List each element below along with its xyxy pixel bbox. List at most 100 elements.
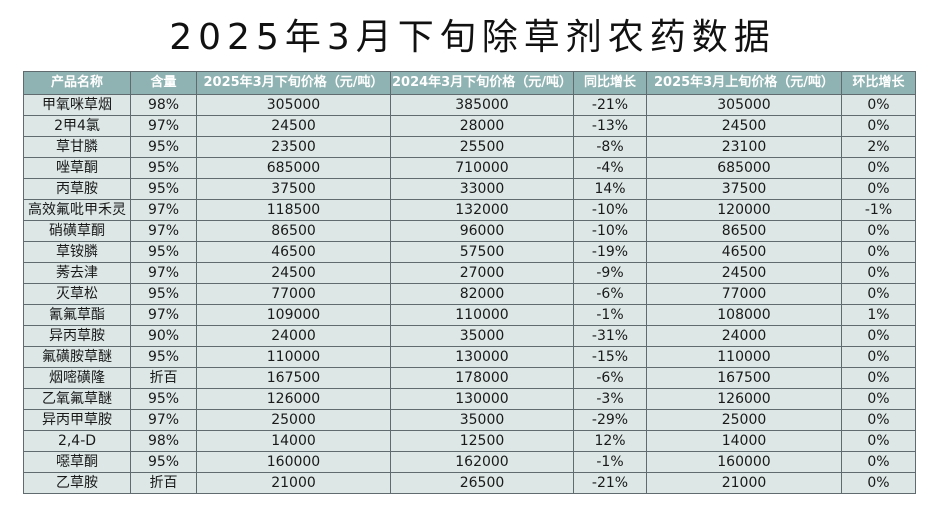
cell-price-2025-late-march: 126000 [196, 388, 391, 410]
cell-price-2024-late-march: 28000 [390, 115, 574, 137]
header-product-name: 产品名称 [23, 71, 131, 95]
cell-product-name: 甲氧咪草烟 [23, 94, 131, 116]
header-mom-growth: 环比增长 [841, 71, 916, 95]
cell-price-2025-late-march: 14000 [196, 430, 391, 452]
cell-price-2025-early-march: 21000 [646, 472, 842, 494]
cell-mom-growth: 1% [841, 304, 916, 326]
cell-price-2025-late-march: 24500 [196, 115, 391, 137]
cell-price-2025-late-march: 110000 [196, 346, 391, 368]
cell-product-name: 氰氟草酯 [23, 304, 131, 326]
table-row: 氰氟草酯 97% 109000 110000 -1% 108000 1% [23, 304, 916, 326]
cell-yoy-growth: -8% [573, 136, 647, 158]
page-title: 2025年3月下旬除草剂农药数据 [169, 17, 776, 58]
table-row: 甲氧咪草烟 98% 305000 385000 -21% 305000 0% [23, 94, 916, 116]
cell-mom-growth: 2% [841, 136, 916, 158]
cell-product-name: 2甲4氯 [23, 115, 131, 137]
cell-mom-growth: 0% [841, 241, 916, 263]
cell-yoy-growth: -1% [573, 304, 647, 326]
cell-price-2025-early-march: 685000 [646, 157, 842, 179]
table-row: 异丙甲草胺 97% 25000 35000 -29% 25000 0% [23, 409, 916, 431]
header-price-2024-late-march: 2024年3月下旬价格（元/吨） [390, 71, 574, 95]
cell-price-2024-late-march: 57500 [390, 241, 574, 263]
cell-price-2025-early-march: 46500 [646, 241, 842, 263]
cell-price-2025-early-march: 14000 [646, 430, 842, 452]
cell-price-2025-early-march: 25000 [646, 409, 842, 431]
cell-content: 95% [130, 241, 197, 263]
cell-content: 97% [130, 409, 197, 431]
cell-yoy-growth: 14% [573, 178, 647, 200]
cell-price-2025-late-march: 24000 [196, 325, 391, 347]
cell-content: 98% [130, 94, 197, 116]
cell-price-2025-late-march: 23500 [196, 136, 391, 158]
cell-price-2024-late-march: 132000 [390, 199, 574, 221]
cell-yoy-growth: -6% [573, 367, 647, 389]
cell-mom-growth: 0% [841, 220, 916, 242]
table-row: 草铵膦 95% 46500 57500 -19% 46500 0% [23, 241, 916, 263]
cell-price-2024-late-march: 130000 [390, 388, 574, 410]
cell-mom-growth: 0% [841, 157, 916, 179]
cell-price-2024-late-march: 96000 [390, 220, 574, 242]
cell-mom-growth: 0% [841, 388, 916, 410]
cell-product-name: 莠去津 [23, 262, 131, 284]
cell-product-name: 灭草松 [23, 283, 131, 305]
cell-price-2024-late-march: 385000 [390, 94, 574, 116]
cell-product-name: 异丙草胺 [23, 325, 131, 347]
table-row: 烟嘧磺隆 折百 167500 178000 -6% 167500 0% [23, 367, 916, 389]
table-row: 2甲4氯 97% 24500 28000 -13% 24500 0% [23, 115, 916, 137]
cell-yoy-growth: -1% [573, 451, 647, 473]
cell-product-name: 噁草酮 [23, 451, 131, 473]
cell-price-2025-late-march: 109000 [196, 304, 391, 326]
table-row: 异丙草胺 90% 24000 35000 -31% 24000 0% [23, 325, 916, 347]
cell-mom-growth: 0% [841, 283, 916, 305]
cell-price-2025-early-march: 167500 [646, 367, 842, 389]
cell-mom-growth: 0% [841, 430, 916, 452]
header-price-2025-early-march: 2025年3月上旬价格（元/吨） [646, 71, 842, 95]
cell-price-2025-early-march: 120000 [646, 199, 842, 221]
cell-yoy-growth: -4% [573, 157, 647, 179]
table-row: 灭草松 95% 77000 82000 -6% 77000 0% [23, 283, 916, 305]
cell-content: 折百 [130, 472, 197, 494]
cell-price-2025-late-march: 24500 [196, 262, 391, 284]
cell-price-2025-late-march: 77000 [196, 283, 391, 305]
cell-product-name: 丙草胺 [23, 178, 131, 200]
cell-price-2025-late-march: 160000 [196, 451, 391, 473]
cell-yoy-growth: -15% [573, 346, 647, 368]
table-row: 噁草酮 95% 160000 162000 -1% 160000 0% [23, 451, 916, 473]
cell-price-2024-late-march: 710000 [390, 157, 574, 179]
cell-price-2024-late-march: 25500 [390, 136, 574, 158]
cell-mom-growth: 0% [841, 367, 916, 389]
cell-price-2025-early-march: 126000 [646, 388, 842, 410]
cell-content: 97% [130, 115, 197, 137]
header-price-2025-late-march: 2025年3月下旬价格（元/吨） [196, 71, 391, 95]
cell-content: 95% [130, 136, 197, 158]
cell-yoy-growth: 12% [573, 430, 647, 452]
cell-mom-growth: 0% [841, 346, 916, 368]
cell-mom-growth: 0% [841, 262, 916, 284]
cell-price-2025-late-march: 167500 [196, 367, 391, 389]
cell-content: 95% [130, 157, 197, 179]
cell-content: 95% [130, 178, 197, 200]
table-row: 莠去津 97% 24500 27000 -9% 24500 0% [23, 262, 916, 284]
cell-content: 98% [130, 430, 197, 452]
cell-price-2025-late-march: 86500 [196, 220, 391, 242]
cell-price-2025-late-march: 21000 [196, 472, 391, 494]
cell-content: 90% [130, 325, 197, 347]
cell-price-2025-early-march: 160000 [646, 451, 842, 473]
cell-price-2024-late-march: 35000 [390, 325, 574, 347]
cell-price-2024-late-march: 82000 [390, 283, 574, 305]
cell-price-2025-early-march: 23100 [646, 136, 842, 158]
cell-price-2025-late-march: 37500 [196, 178, 391, 200]
cell-price-2024-late-march: 130000 [390, 346, 574, 368]
cell-yoy-growth: -21% [573, 472, 647, 494]
header-yoy-growth: 同比增长 [573, 71, 647, 95]
cell-price-2025-early-march: 24000 [646, 325, 842, 347]
cell-price-2025-early-march: 37500 [646, 178, 842, 200]
cell-price-2025-early-march: 77000 [646, 283, 842, 305]
cell-product-name: 硝磺草酮 [23, 220, 131, 242]
cell-price-2024-late-march: 178000 [390, 367, 574, 389]
cell-mom-growth: -1% [841, 199, 916, 221]
cell-yoy-growth: -19% [573, 241, 647, 263]
cell-product-name: 异丙甲草胺 [23, 409, 131, 431]
cell-mom-growth: 0% [841, 409, 916, 431]
cell-price-2025-early-march: 110000 [646, 346, 842, 368]
